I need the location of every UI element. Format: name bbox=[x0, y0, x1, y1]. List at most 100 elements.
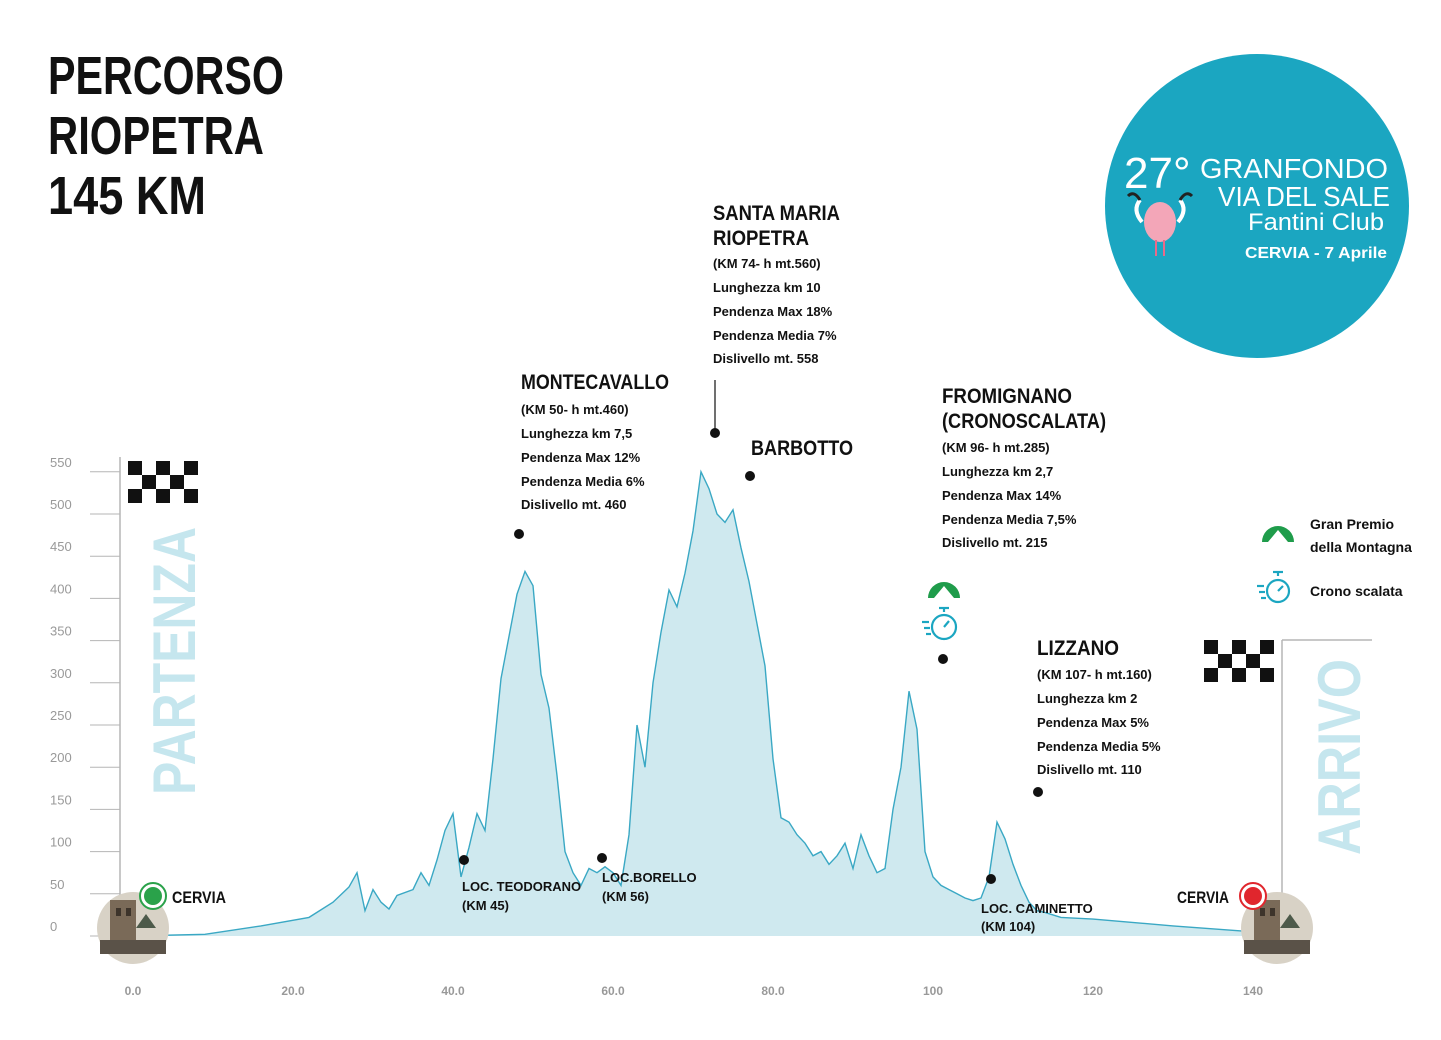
climb-marker bbox=[938, 654, 948, 664]
x-tick-label: 40.0 bbox=[441, 984, 465, 998]
x-tick-label: 120 bbox=[1083, 984, 1103, 998]
y-tick-label: 0 bbox=[50, 919, 57, 934]
locality-km: (KM 56) bbox=[602, 889, 649, 904]
climb-detail: Lunghezza km 7,5 bbox=[521, 426, 632, 441]
stopwatch-icon bbox=[922, 606, 958, 641]
y-tick-label: 350 bbox=[50, 624, 72, 639]
checkered-flag-icon bbox=[128, 461, 198, 503]
mountain-icon bbox=[928, 582, 960, 598]
y-tick-label: 550 bbox=[50, 455, 72, 470]
badge-line-1: GRANFONDO bbox=[1200, 153, 1388, 184]
climb-detail: Pendenza Max 12% bbox=[521, 450, 641, 465]
locality-name: LOC.BORELLO bbox=[602, 870, 697, 885]
badge-line-3: Fantini Club bbox=[1248, 209, 1384, 236]
climb-detail: Pendenza Media 7% bbox=[713, 328, 837, 343]
climb-detail: Lunghezza km 2,7 bbox=[942, 464, 1053, 479]
y-tick-label: 500 bbox=[50, 497, 72, 512]
climb-detail: Pendenza Max 5% bbox=[1037, 715, 1149, 730]
climb-detail: Pendenza Max 14% bbox=[942, 488, 1062, 503]
climb-detail: Dislivello mt. 460 bbox=[521, 497, 627, 512]
event-badge: 27° GRANFONDO VIA DEL SALE Fantini Club … bbox=[1105, 54, 1409, 358]
climb-santa-maria-riopetra: SANTA MARIA RIOPETRA (KM 74- h mt.560) L… bbox=[710, 202, 840, 438]
y-tick-label: 250 bbox=[50, 708, 72, 723]
y-tick-label: 50 bbox=[50, 877, 64, 892]
locality-name: LOC. CAMINETTO bbox=[981, 901, 1093, 916]
y-tick-label: 300 bbox=[50, 666, 72, 681]
start-label: CERVIA bbox=[172, 888, 226, 907]
climb-detail: (KM 107- h mt.160) bbox=[1037, 667, 1152, 682]
x-tick-label: 20.0 bbox=[281, 984, 305, 998]
start-vertical-label: PARTENZA bbox=[141, 527, 208, 795]
climb-marker bbox=[514, 529, 524, 539]
y-tick-label: 150 bbox=[50, 792, 72, 807]
climb-detail: (KM 50- h mt.460) bbox=[521, 402, 629, 417]
climb-detail: (KM 74- h mt.560) bbox=[713, 256, 821, 271]
locality-teodorano: LOC. TEODORANO (KM 45) bbox=[459, 855, 581, 913]
badge-number: 27° bbox=[1124, 149, 1191, 198]
climb-detail: Lunghezza km 10 bbox=[713, 280, 821, 295]
climb-detail: Lunghezza km 2 bbox=[1037, 691, 1137, 706]
climb-name: LIZZANO bbox=[1037, 637, 1119, 660]
tower-photo-icon bbox=[1241, 892, 1313, 964]
climb-name: SANTA MARIA bbox=[713, 202, 840, 225]
locality-name: LOC. TEODORANO bbox=[462, 879, 581, 894]
title-line-1: PERCORSO bbox=[48, 46, 284, 106]
climb-fromignano: FROMIGNANO (CRONOSCALATA) (KM 96- h mt.2… bbox=[922, 385, 1106, 664]
climb-name: (CRONOSCALATA) bbox=[942, 410, 1106, 433]
elevation-profile bbox=[132, 469, 1294, 937]
elevation-line bbox=[132, 469, 1294, 937]
y-tick-label: 100 bbox=[50, 835, 72, 850]
stopwatch-icon bbox=[1257, 570, 1291, 604]
x-tick-label: 80.0 bbox=[761, 984, 785, 998]
x-tick-label: 60.0 bbox=[601, 984, 625, 998]
climb-marker bbox=[710, 428, 720, 438]
title-line-2: RIOPETRA bbox=[48, 106, 264, 166]
y-tick-label: 400 bbox=[50, 581, 72, 596]
red-dot-icon bbox=[1239, 882, 1267, 910]
finish-label: CERVIA bbox=[1177, 888, 1229, 907]
legend-gpm-line-1: Gran Premio bbox=[1310, 516, 1394, 532]
climb-detail: Pendenza Media 5% bbox=[1037, 739, 1161, 754]
climb-name: MONTECAVALLO bbox=[521, 371, 669, 394]
y-tick-label: 450 bbox=[50, 539, 72, 554]
finish-vertical-label: ARRIVO bbox=[1306, 659, 1373, 855]
y-tick-label: 200 bbox=[50, 750, 72, 765]
legend: Gran Premio della Montagna Crono scalata bbox=[1257, 516, 1412, 604]
checkered-flag-icon bbox=[1204, 640, 1274, 682]
locality-km: (KM 45) bbox=[462, 898, 509, 913]
x-tick-label: 100 bbox=[923, 984, 943, 998]
title-line-3: 145 KM bbox=[48, 166, 206, 226]
climb-detail: Pendenza Media 6% bbox=[521, 474, 645, 489]
climb-detail: Dislivello mt. 558 bbox=[713, 351, 819, 366]
page-title: PERCORSO RIOPETRA 145 KM bbox=[48, 46, 284, 226]
climb-marker bbox=[1033, 787, 1043, 797]
climb-marker bbox=[745, 471, 755, 481]
locality-marker bbox=[597, 853, 607, 863]
climb-name: RIOPETRA bbox=[713, 227, 809, 250]
badge-circle bbox=[1105, 54, 1409, 358]
climb-detail: Dislivello mt. 110 bbox=[1037, 762, 1142, 777]
tower-photo-icon bbox=[97, 892, 169, 964]
locality-caminetto: LOC. CAMINETTO (KM 104) bbox=[981, 874, 1093, 934]
climb-detail: (KM 96- h mt.285) bbox=[942, 440, 1050, 455]
legend-crono: Crono scalata bbox=[1310, 583, 1403, 599]
mountain-icon bbox=[1262, 526, 1294, 542]
climb-lizzano: LIZZANO (KM 107- h mt.160) Lunghezza km … bbox=[1033, 637, 1161, 797]
locality-km: (KM 104) bbox=[981, 919, 1035, 934]
green-dot-icon bbox=[139, 882, 167, 910]
badge-line-4: CERVIA - 7 Aprile bbox=[1245, 245, 1387, 262]
x-tick-label: 140 bbox=[1243, 984, 1263, 998]
climb-name: FROMIGNANO bbox=[942, 385, 1072, 408]
locality-borello: LOC.BORELLO (KM 56) bbox=[597, 853, 697, 904]
climb-detail: Pendenza Media 7,5% bbox=[942, 512, 1077, 527]
flamingo-icon bbox=[1126, 192, 1194, 256]
locality-marker bbox=[986, 874, 996, 884]
climb-name: BARBOTTO bbox=[751, 437, 853, 460]
x-tick-label: 0.0 bbox=[125, 984, 142, 998]
climb-montecavallo: MONTECAVALLO (KM 50- h mt.460) Lunghezza… bbox=[514, 371, 669, 539]
legend-gpm-line-2: della Montagna bbox=[1310, 539, 1412, 555]
x-axis-ticks: 0.0 20.0 40.0 60.0 80.0 100 120 140 bbox=[125, 984, 1264, 998]
climb-detail: Dislivello mt. 215 bbox=[942, 535, 1048, 550]
